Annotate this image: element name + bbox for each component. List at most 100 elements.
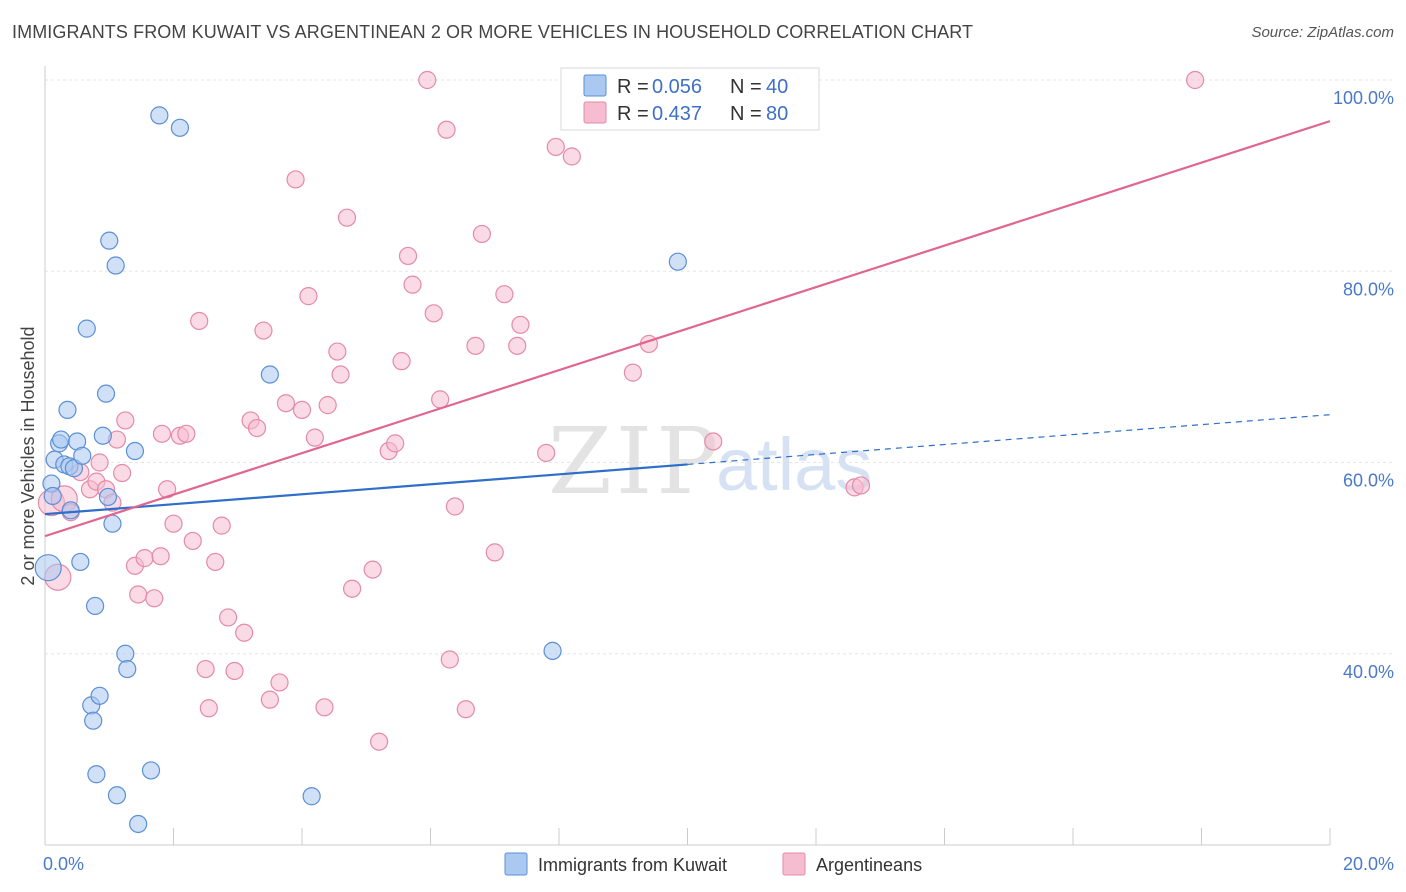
point-argentineans-37	[276, 394, 296, 413]
point-argentineans-47	[343, 579, 362, 598]
legend-r-label-kuwait: R =	[617, 76, 649, 98]
chart-source: Source: ZipAtlas.com	[1251, 24, 1394, 41]
point-argentineans-30	[225, 661, 244, 681]
point-argentineans-26	[199, 699, 218, 718]
point-argentineans-28	[212, 516, 231, 535]
point-argentineans-38	[286, 170, 305, 189]
point-kuwait-16	[84, 711, 103, 730]
point-argentineans-57	[431, 390, 450, 409]
point-kuwait-27	[116, 644, 135, 663]
point-kuwait-0	[34, 554, 62, 582]
point-argentineans-15	[135, 549, 154, 568]
point-argentineans-51	[386, 434, 405, 453]
point-kuwait-32	[150, 106, 169, 125]
y-tick-label-3: 100.0%	[1333, 88, 1394, 108]
point-kuwait-18	[87, 765, 106, 784]
legend-swatch-argentineans	[583, 101, 607, 124]
point-argentineans-58	[437, 120, 456, 139]
point-argentineans-73	[704, 432, 723, 451]
point-kuwait-5	[51, 430, 71, 449]
point-argentineans-49	[370, 732, 389, 751]
legend-r-label-argentineans: R =	[617, 103, 649, 125]
point-argentineans-44	[328, 342, 347, 361]
point-kuwait-13	[73, 446, 92, 465]
point-argentineans-27	[206, 552, 225, 572]
bottom-legend-label-argentineans: Argentineans	[816, 855, 922, 875]
point-argentineans-43	[318, 396, 337, 415]
point-argentineans-29	[219, 608, 238, 627]
point-kuwait-23	[100, 231, 119, 250]
point-kuwait-9	[61, 501, 80, 520]
point-argentineans-53	[398, 246, 418, 266]
bottom-legend-swatch-kuwait	[504, 852, 528, 876]
bottom-legend-label-kuwait: Immigrants from Kuwait	[538, 855, 727, 875]
point-argentineans-61	[456, 700, 475, 719]
point-kuwait-14	[77, 319, 96, 338]
point-argentineans-48	[363, 560, 382, 579]
point-kuwait-37	[668, 252, 687, 271]
point-kuwait-26	[107, 786, 127, 805]
point-argentineans-20	[164, 514, 183, 533]
point-argentineans-42	[315, 698, 334, 717]
point-argentineans-52	[392, 352, 411, 371]
point-kuwait-29	[125, 441, 145, 461]
point-kuwait-25	[106, 256, 125, 275]
point-argentineans-76	[1185, 70, 1205, 90]
point-kuwait-33	[170, 118, 190, 137]
point-argentineans-23	[183, 531, 202, 551]
x-tick-label-1: 20.0%	[1343, 854, 1394, 874]
y-axis-label: 2 or more Vehicles in Household	[18, 326, 38, 585]
point-argentineans-24	[190, 311, 209, 331]
point-argentineans-34	[254, 321, 273, 340]
trend-line-kuwait-extension	[687, 414, 1331, 466]
bottom-legend: Immigrants from Kuwait Argentineans	[504, 852, 922, 876]
point-kuwait-24	[103, 514, 122, 533]
y-tick-label-2: 80.0%	[1343, 279, 1394, 299]
point-kuwait-20	[93, 426, 112, 445]
point-argentineans-18	[152, 424, 172, 443]
point-kuwait-31	[141, 761, 161, 780]
point-argentineans-66	[508, 336, 527, 355]
point-argentineans-65	[495, 285, 514, 304]
point-kuwait-34	[260, 365, 279, 384]
trend-line-kuwait	[44, 463, 688, 516]
point-argentineans-59	[440, 650, 459, 669]
point-argentineans-16	[145, 589, 164, 608]
point-argentineans-67	[511, 315, 530, 334]
point-argentineans-54	[403, 275, 422, 294]
watermark-zip: ZIP	[548, 408, 722, 515]
point-argentineans-31	[235, 623, 254, 642]
bottom-legend-swatch-argentineans	[782, 852, 806, 876]
point-argentineans-75	[851, 476, 871, 495]
point-kuwait-7	[58, 400, 77, 420]
point-argentineans-60	[445, 497, 465, 516]
point-argentineans-25	[196, 659, 215, 679]
point-argentineans-35	[260, 690, 279, 709]
point-argentineans-64	[485, 543, 504, 562]
point-argentineans-63	[472, 224, 491, 244]
point-argentineans-40	[299, 287, 318, 306]
point-argentineans-41	[305, 428, 324, 447]
legend-n-label-kuwait: N =	[730, 76, 762, 98]
point-argentineans-14	[129, 585, 148, 604]
scatter-points	[34, 70, 1205, 834]
point-argentineans-69	[546, 137, 565, 157]
point-argentineans-62	[466, 336, 485, 355]
trend-line-argentineans	[44, 120, 1331, 538]
legend-r-value-kuwait: 0.056	[652, 76, 702, 98]
point-argentineans-7	[90, 453, 109, 472]
point-argentineans-22	[177, 424, 196, 443]
chart-title: IMMIGRANTS FROM KUWAIT VS ARGENTINEAN 2 …	[12, 22, 974, 42]
point-argentineans-68	[537, 443, 556, 463]
point-kuwait-22	[98, 487, 118, 507]
point-kuwait-30	[129, 814, 148, 834]
point-argentineans-17	[151, 547, 170, 566]
point-kuwait-28	[118, 659, 137, 679]
watermark-atlas: atlas	[716, 423, 872, 506]
tick-labels: 40.0% 60.0% 80.0% 100.0% 0.0% 20.0%	[43, 88, 1394, 874]
point-argentineans-70	[562, 147, 581, 166]
legend-n-value-kuwait: 40	[766, 76, 788, 98]
point-argentineans-39	[292, 400, 312, 420]
point-kuwait-2	[43, 486, 62, 506]
